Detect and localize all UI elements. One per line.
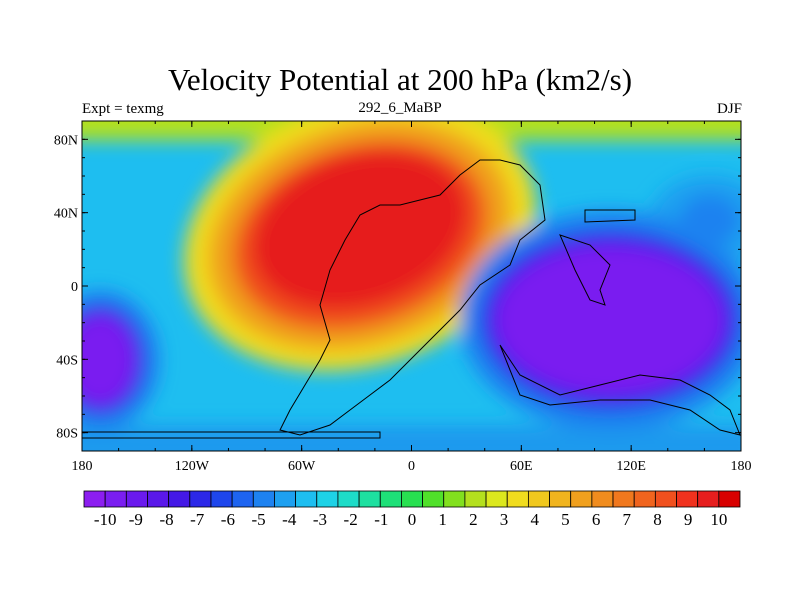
colorbar-swatch bbox=[591, 490, 614, 508]
colorbar-label: -2 bbox=[344, 510, 358, 529]
colorbar-label: 2 bbox=[469, 510, 478, 529]
colorbar-swatch bbox=[358, 490, 381, 508]
x-tick-label: 0 bbox=[408, 459, 415, 474]
colorbar-label: 1 bbox=[438, 510, 447, 529]
colorbar-label: 6 bbox=[592, 510, 601, 529]
colorbar-swatch bbox=[274, 490, 297, 508]
colorbar-swatch bbox=[316, 490, 339, 508]
colorbar-swatch bbox=[422, 490, 445, 508]
colorbar-label: -5 bbox=[251, 510, 265, 529]
colorbar-swatch bbox=[527, 490, 550, 508]
x-tick-label: 180 bbox=[731, 459, 752, 474]
colorbar-swatch bbox=[676, 490, 699, 508]
colorbar-swatch bbox=[337, 490, 360, 508]
colorbar-swatch bbox=[210, 490, 233, 508]
x-tick-label: 180 bbox=[72, 459, 93, 474]
colorbar-label: 8 bbox=[653, 510, 662, 529]
velocity-potential-field bbox=[82, 121, 741, 451]
experiment-label: Expt = texmg bbox=[82, 101, 164, 117]
colorbar-swatch bbox=[612, 490, 635, 508]
colorbar-swatch bbox=[718, 490, 741, 508]
colorbar-swatch bbox=[401, 490, 423, 508]
colorbar-label: -6 bbox=[221, 510, 235, 529]
y-tick-label: 80S bbox=[56, 427, 78, 442]
colorbar-labels: -10 -9 -8 -7 -6 -5 -4 -3 -2 -1 0 1 2 3 4 5 6 7 8 9 10 bbox=[94, 510, 728, 529]
x-tick-labels: 180 120W 60W 0 60E 120E 180 bbox=[72, 459, 752, 474]
colorbar-label: 3 bbox=[500, 510, 509, 529]
colorbar-swatch bbox=[485, 490, 508, 508]
colorbar-label: 10 bbox=[710, 510, 727, 529]
colorbar-swatch bbox=[379, 490, 402, 508]
colorbar-label: -8 bbox=[159, 510, 173, 529]
colorbar-label: -10 bbox=[94, 510, 117, 529]
run-id-label: 292_6_MaBP bbox=[358, 100, 442, 116]
colorbar-swatch bbox=[168, 490, 191, 508]
colorbar-label: -3 bbox=[313, 510, 327, 529]
colorbar-label: 7 bbox=[623, 510, 632, 529]
major-tick-marks bbox=[81, 121, 742, 451]
colorbar-swatch bbox=[231, 490, 254, 508]
colorbar-label: -7 bbox=[190, 510, 205, 529]
y-tick-label: 0 bbox=[71, 280, 78, 295]
colorbar-swatch bbox=[697, 490, 720, 508]
y-tick-label: 80N bbox=[54, 133, 78, 148]
y-tick-label: 40N bbox=[54, 207, 78, 222]
x-tick-label: 120W bbox=[175, 459, 210, 474]
coastline-outlines bbox=[82, 159, 741, 439]
colorbar-swatch bbox=[464, 490, 487, 508]
plot-title: Velocity Potential at 200 hPa (km2/s) bbox=[167, 62, 633, 97]
colorbar-swatch bbox=[633, 490, 656, 508]
colorbar-label: 9 bbox=[684, 510, 693, 529]
season-label: DJF bbox=[716, 101, 742, 117]
x-tick-label: 60E bbox=[510, 459, 533, 474]
colorbar bbox=[83, 490, 741, 508]
x-tick-label: 60W bbox=[288, 459, 316, 474]
colorbar-swatch bbox=[252, 490, 275, 508]
colorbar-swatch bbox=[125, 490, 148, 508]
colorbar-swatch bbox=[295, 490, 318, 508]
y-tick-label: 40S bbox=[56, 353, 78, 368]
colorbar-swatch bbox=[654, 490, 677, 508]
colorbar-swatch bbox=[104, 490, 127, 508]
colorbar-swatch bbox=[570, 490, 593, 508]
x-tick-label: 120E bbox=[616, 459, 646, 474]
colorbar-swatch bbox=[549, 490, 572, 508]
colorbar-swatch bbox=[506, 490, 529, 508]
colorbar-swatch bbox=[147, 490, 170, 508]
colorbar-swatch bbox=[83, 490, 106, 508]
colorbar-label: 0 bbox=[408, 510, 417, 529]
colorbar-label: 4 bbox=[530, 510, 539, 529]
colorbar-swatch bbox=[189, 490, 212, 508]
y-tick-labels: 80N 40N 0 40S 80S bbox=[54, 133, 78, 441]
colorbar-swatch bbox=[443, 490, 466, 508]
colorbar-label: -9 bbox=[129, 510, 143, 529]
colorbar-label: 5 bbox=[561, 510, 570, 529]
colorbar-label: -4 bbox=[282, 510, 297, 529]
colorbar-label: -1 bbox=[374, 510, 388, 529]
